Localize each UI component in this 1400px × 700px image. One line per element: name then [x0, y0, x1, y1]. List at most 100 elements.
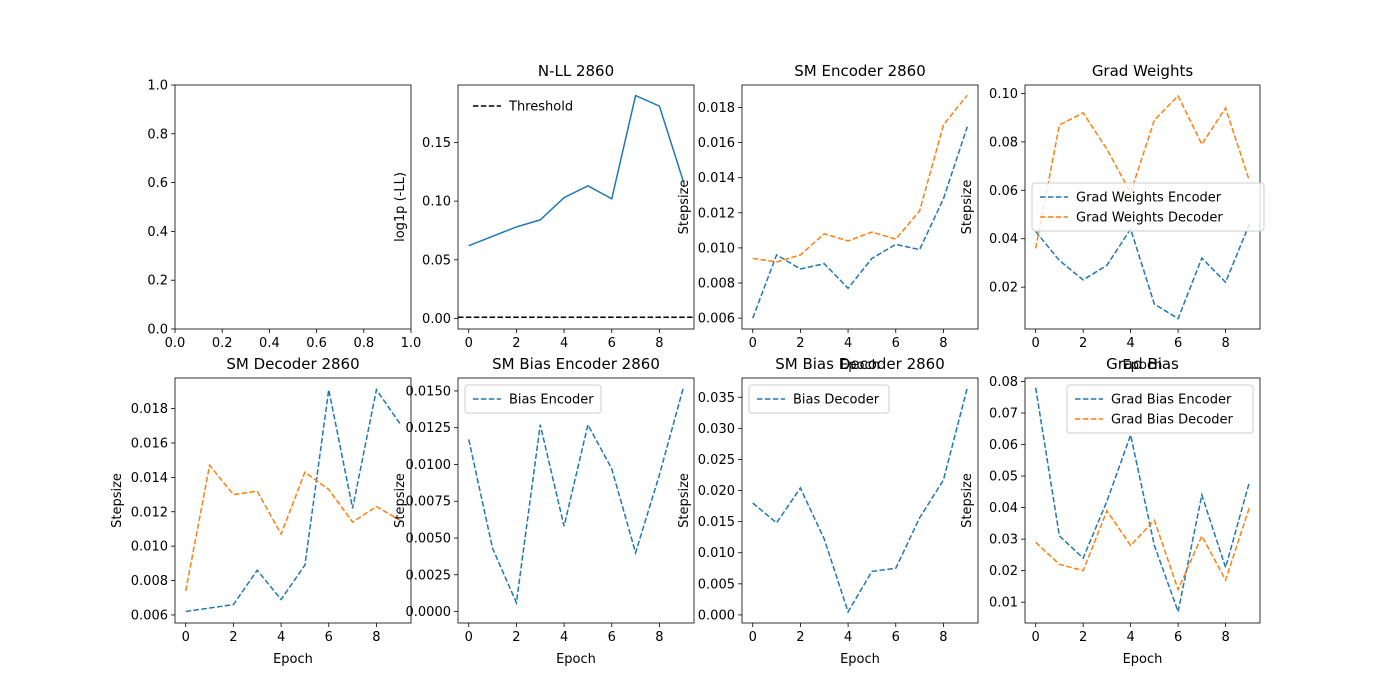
data-point [539, 424, 541, 426]
x-tick-label: 0.0 [165, 336, 186, 351]
chart-title: Grad Weights [1092, 62, 1194, 80]
x-tick-label: 8 [939, 630, 947, 645]
data-point [1059, 535, 1061, 537]
y-tick-label: 0.005 [698, 577, 735, 592]
legend: Grad Bias Encoder Grad Bias Decoder [1066, 384, 1254, 434]
legend-label: Bias Decoder [793, 393, 880, 408]
data-point [1177, 318, 1179, 320]
data-point [1059, 260, 1061, 262]
x-tick-label: 8 [1221, 336, 1229, 351]
axes-frame [174, 377, 412, 624]
data-point [587, 424, 589, 426]
data-point [468, 439, 470, 441]
y-tick-label: 0.02 [989, 564, 1018, 579]
data-point [1201, 535, 1203, 537]
data-point [895, 238, 897, 240]
data-point [635, 95, 637, 97]
x-axis-label: Epoch [1123, 358, 1163, 373]
subplot-7: 0 2 4 6 8 0.000 0.005 0.010 0.015 0.020 0.025 0.030… [677, 355, 979, 667]
legend: Threshold [473, 100, 573, 115]
data-point [233, 494, 235, 496]
y-tick-label: 0.000 [698, 608, 735, 623]
axes-frame [741, 84, 979, 330]
y-tick-label: 0.020 [698, 484, 735, 499]
x-tick-label: 0 [465, 630, 473, 645]
data-point [823, 263, 825, 265]
data-point [1035, 387, 1037, 389]
y-tick-label: 0.010 [131, 540, 168, 555]
y-tick-label: 0.15 [422, 136, 451, 151]
x-tick-label: 0.8 [353, 336, 374, 351]
series-line-2 [184, 463, 401, 591]
data-point [328, 489, 330, 491]
subplot-5: 0 2 4 6 8 0.006 0.008 0.010 0.012 0.014 0.016 0.018… [110, 355, 412, 667]
data-point [1225, 567, 1227, 569]
chart-title: SM Decoder 2860 [226, 355, 359, 373]
y-tick-label: 0.8 [147, 127, 168, 142]
axes-frame [1024, 377, 1261, 624]
data-point [1082, 557, 1084, 559]
data-point [752, 258, 754, 260]
data-point [943, 124, 945, 126]
x-tick-label: 0.2 [212, 336, 233, 351]
data-point [256, 490, 258, 492]
y-axis-label: Stepsize [677, 473, 692, 528]
x-tick-label: 4 [560, 336, 568, 351]
data-point [328, 389, 330, 391]
x-tick-label: 2 [512, 336, 520, 351]
y-tick-label: 0.006 [698, 312, 735, 327]
x-tick-label: 0 [182, 630, 190, 645]
data-point [304, 471, 306, 473]
legend: Bias Decoder [748, 384, 890, 414]
data-point [1059, 564, 1061, 566]
chart-title: SM Bias Encoder 2860 [492, 355, 660, 373]
y-tick-label: 0.025 [698, 453, 735, 468]
series-line-2 [1034, 94, 1251, 249]
data-point [847, 287, 849, 289]
data-point [185, 611, 187, 613]
y-axis-label: Stepsize [960, 180, 975, 235]
data-point [209, 607, 211, 609]
y-tick-label: 0.010 [698, 241, 735, 256]
data-point [776, 254, 778, 256]
x-tick-label: 6 [608, 630, 616, 645]
data-point [1177, 611, 1179, 613]
y-axis-label: log1p (-LL) [393, 172, 408, 242]
legend-label: Grad Weights Encoder [1076, 191, 1222, 206]
x-tick-label: 2 [1079, 336, 1087, 351]
series-line-1 [752, 387, 968, 614]
data-point [1201, 144, 1203, 146]
legend-label: Grad Bias Encoder [1111, 393, 1232, 408]
data-point [871, 258, 873, 260]
data-point [1130, 434, 1132, 436]
data-point [280, 533, 282, 535]
data-point [1106, 148, 1108, 150]
y-tick-label: 0.02 [989, 281, 1018, 296]
y-tick-label: 0.10 [989, 87, 1018, 102]
y-tick-label: 0.018 [698, 101, 735, 116]
chart-title: SM Bias Decoder 2860 [775, 355, 945, 373]
x-tick-label: 2 [512, 630, 520, 645]
y-tick-label: 0.00 [422, 312, 451, 327]
data-point [611, 468, 613, 470]
data-point [919, 517, 921, 519]
series-line-1 [1034, 387, 1251, 615]
y-tick-label: 0.012 [698, 206, 735, 221]
data-point [800, 487, 802, 489]
data-point [209, 465, 211, 467]
chart-title: Grad Bias [1106, 355, 1179, 373]
data-point [659, 105, 661, 107]
x-tick-label: 6 [1174, 336, 1182, 351]
axes-frame [174, 84, 412, 330]
legend-label: Bias Encoder [509, 393, 594, 408]
y-axis-label: Stepsize [960, 473, 975, 528]
y-axis-label: Stepsize [393, 473, 408, 528]
data-point [1225, 107, 1227, 109]
y-tick-label: 0.016 [131, 436, 168, 451]
series-line-1 [468, 94, 684, 247]
y-tick-label: 0.0050 [406, 532, 452, 547]
data-point [800, 254, 802, 256]
y-tick-label: 0.4 [147, 225, 168, 240]
legend-box [748, 384, 890, 414]
y-tick-label: 0.0075 [406, 495, 452, 510]
